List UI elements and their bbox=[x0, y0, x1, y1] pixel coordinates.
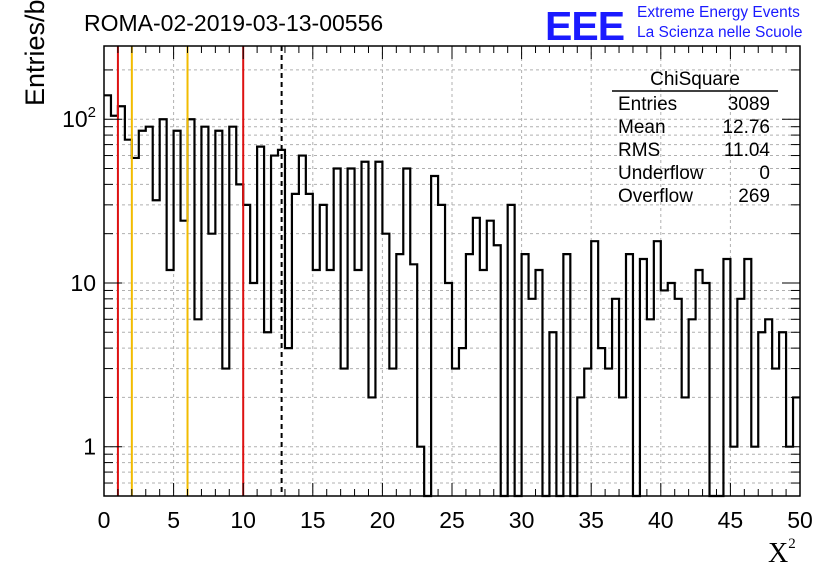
x-tick-label: 45 bbox=[718, 507, 744, 533]
stats-value: 0 bbox=[759, 163, 770, 184]
x-tick-label: 50 bbox=[787, 507, 813, 533]
x-axis-label-superscript: 2 bbox=[788, 536, 796, 552]
stats-value: 3089 bbox=[728, 94, 770, 115]
y-tick-label: 10 bbox=[70, 270, 96, 296]
x-axis-label-main: X bbox=[768, 538, 789, 569]
y-axis-label: Entries/bin bbox=[20, 0, 50, 106]
logo-line-1: Extreme Energy Events bbox=[637, 4, 800, 21]
stats-value: 11.04 bbox=[724, 140, 771, 161]
x-tick-label: 5 bbox=[167, 507, 180, 533]
x-tick-label: 20 bbox=[370, 507, 396, 533]
histogram-series bbox=[104, 94, 800, 498]
chart-title: ROMA-02-2019-03-13-00556 bbox=[84, 10, 384, 36]
logo-caption: Extreme Energy Events La Scienza nelle S… bbox=[637, 3, 802, 43]
stats-label: Mean bbox=[618, 117, 666, 138]
stats-label: Underflow bbox=[618, 163, 704, 184]
stats-label: RMS bbox=[618, 140, 660, 161]
x-tick-label: 10 bbox=[230, 507, 256, 533]
x-tick-label: 30 bbox=[509, 507, 535, 533]
x-axis-label: X2 bbox=[768, 536, 796, 570]
stats-label: Overflow bbox=[618, 186, 693, 207]
x-tick-label: 35 bbox=[578, 507, 604, 533]
y-tick-label: 102 bbox=[62, 104, 96, 132]
x-tick-label: 15 bbox=[300, 507, 326, 533]
x-tick-label: 40 bbox=[648, 507, 674, 533]
eee-logo: EEE bbox=[545, 3, 625, 49]
stats-value: 12.76 bbox=[722, 117, 770, 138]
x-tick-label: 25 bbox=[439, 507, 465, 533]
stats-title: ChiSquare bbox=[650, 69, 740, 90]
stats-value: 269 bbox=[738, 186, 770, 207]
stats-label: Entries bbox=[618, 94, 677, 115]
x-tick-label: 0 bbox=[98, 507, 111, 533]
y-tick-label: 1 bbox=[83, 434, 96, 460]
logo-line-2: La Scienza nelle Scuole bbox=[637, 24, 803, 41]
